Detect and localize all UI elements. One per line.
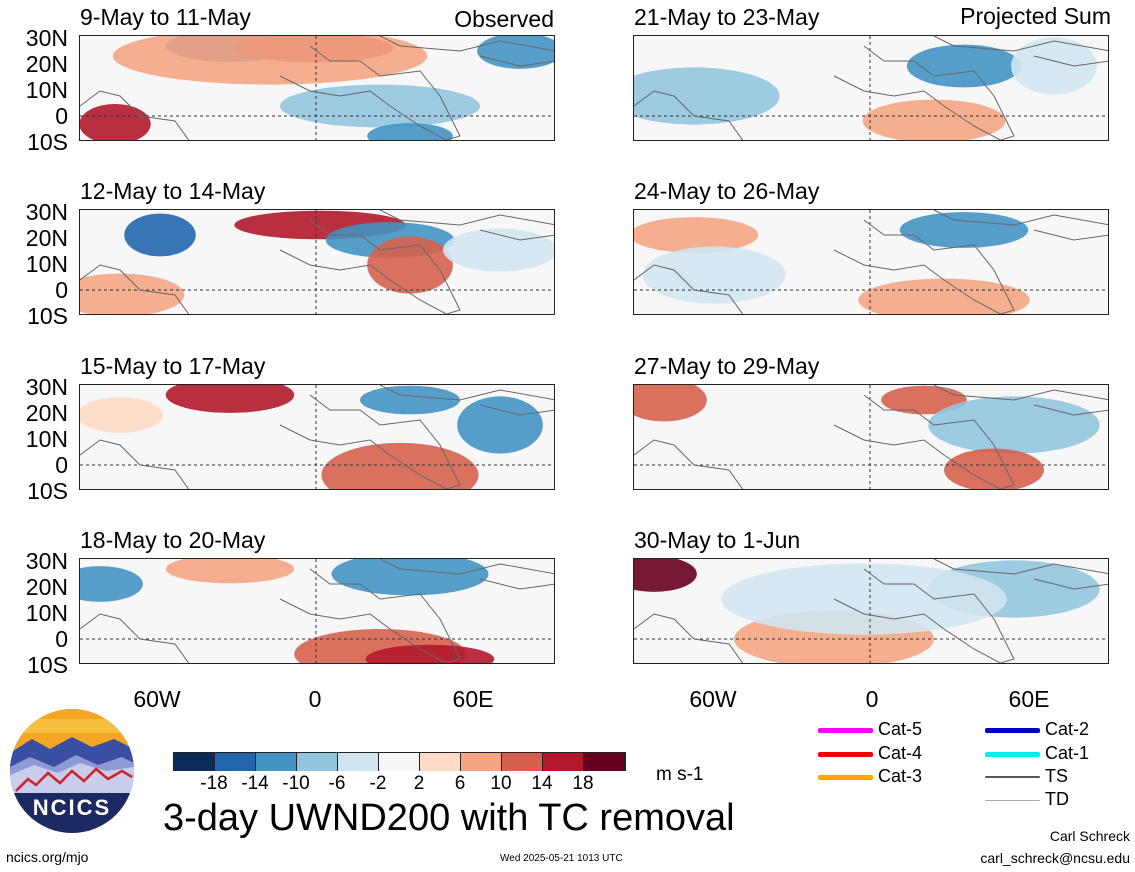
legend-label: TS: [1045, 766, 1069, 786]
observed-label: Observed: [454, 6, 554, 32]
map-panel-obs-3: [79, 384, 555, 490]
colorbar-tick-label: 18: [572, 773, 594, 794]
colorbar-swatch: [420, 753, 461, 771]
ncics-logo-text: NCICS: [32, 795, 112, 820]
colorbar-swatch: [379, 753, 420, 771]
legend-label: Cat-1: [1045, 743, 1090, 763]
legend-swatch: [985, 776, 1040, 778]
legend-label: TD: [1045, 789, 1069, 809]
footer-email[interactable]: carl_schreck@ncsu.edu: [980, 850, 1130, 866]
legend-swatch: [818, 774, 873, 780]
lon-label-left-60e: 60E: [452, 686, 494, 712]
colorbar-tick-label: -10: [282, 773, 310, 794]
map-panel-obs-4: [79, 558, 555, 664]
colorbar-tick-label: -18: [200, 773, 228, 794]
panel-title-proj-3: 27-May to 29-May: [634, 353, 820, 379]
map-panel-proj-3: [633, 384, 1109, 490]
legend-label: Cat-5: [878, 719, 923, 739]
map-panel-proj-4: [633, 558, 1109, 664]
colorbar-tick-label: -2: [369, 773, 387, 794]
colorbar-tick-label: -14: [241, 773, 269, 794]
panel-title-obs-4: 18-May to 20-May: [80, 527, 266, 553]
legend-swatch: [985, 727, 1040, 733]
colorbar-swatch: [584, 753, 625, 771]
panel-title-obs-1: 9-May to 11-May: [80, 4, 251, 30]
colorbar-swatch: [338, 753, 379, 771]
colorbar-swatch: [174, 753, 215, 771]
legend-swatch: [985, 751, 1040, 757]
lon-label-right-60w: 60W: [689, 686, 737, 712]
colorbar: [173, 752, 626, 771]
legend-label: Cat-4: [878, 743, 923, 763]
lon-label-left-60w: 60W: [133, 686, 181, 712]
legend-swatch: [818, 727, 873, 733]
ncics-logo: NCICS: [10, 709, 134, 833]
colorbar-swatch: [297, 753, 338, 771]
colorbar-swatch: [543, 753, 584, 771]
colorbar-swatch: [502, 753, 543, 771]
legend-label: Cat-3: [878, 766, 923, 786]
colorbar-swatch: [461, 753, 502, 771]
panel-title-proj-2: 24-May to 26-May: [634, 178, 820, 204]
colorbar-tick-label: 2: [413, 773, 425, 794]
lon-label-right-0: 0: [865, 686, 879, 712]
colorbar-tick-label: 10: [490, 773, 512, 794]
legend-label: Cat-2: [1045, 719, 1090, 739]
lon-label-left-0: 0: [308, 686, 322, 712]
colorbar-swatch: [215, 753, 256, 771]
legend-swatch: [818, 751, 873, 757]
main-title: 3-day UWND200 with TC removal: [163, 797, 735, 839]
colorbar-tick-label: 6: [454, 773, 466, 794]
footer-timestamp: Wed 2025-05-21 1013 UTC: [500, 853, 623, 864]
panel-title-proj-1: 21-May to 23-May: [634, 4, 820, 30]
colorbar-units: m s-1: [656, 764, 704, 785]
footer-url[interactable]: ncics.org/mjo: [6, 849, 89, 865]
legend-swatch: [985, 799, 1040, 801]
projected-label: Projected Sum: [960, 3, 1111, 29]
lon-label-right-60e: 60E: [1008, 686, 1050, 712]
colorbar-tick-label: -6: [328, 773, 346, 794]
panel-title-obs-2: 12-May to 14-May: [80, 178, 266, 204]
map-panel-proj-2: [633, 209, 1109, 315]
colorbar-swatch: [256, 753, 297, 771]
panel-title-obs-3: 15-May to 17-May: [80, 353, 266, 379]
colorbar-tick-label: 14: [531, 773, 553, 794]
panel-title-proj-4: 30-May to 1-Jun: [634, 527, 801, 553]
footer-author: Carl Schreck: [1049, 828, 1130, 844]
map-panel-obs-2: [79, 209, 555, 315]
map-panel-obs-1: [79, 35, 555, 141]
map-panel-proj-1: [633, 35, 1109, 141]
